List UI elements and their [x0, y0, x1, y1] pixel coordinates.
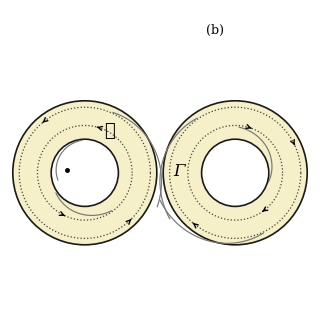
- Text: (b): (b): [206, 24, 224, 36]
- Text: Γ: Γ: [173, 163, 184, 180]
- Circle shape: [13, 101, 157, 245]
- Circle shape: [51, 139, 118, 206]
- Text: ℛ: ℛ: [104, 122, 115, 140]
- Circle shape: [202, 139, 269, 206]
- Circle shape: [163, 101, 307, 245]
